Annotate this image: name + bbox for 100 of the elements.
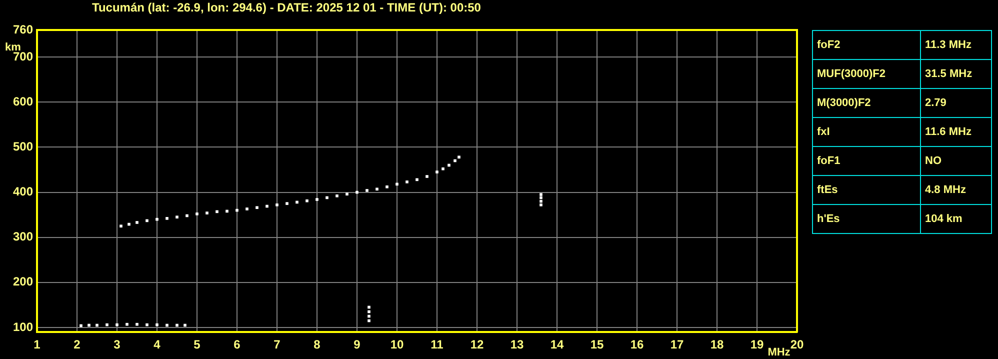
point	[326, 196, 328, 200]
point	[426, 175, 428, 178]
point	[276, 203, 278, 206]
text: 11.3 MHz	[920, 30, 992, 60]
point	[156, 323, 158, 326]
point	[386, 185, 388, 188]
x-tick-label: 8	[314, 338, 321, 352]
text: M(3000)F2	[812, 88, 920, 118]
y-tick-label: 200	[12, 274, 34, 289]
point	[540, 196, 542, 200]
x-tick-label: 1	[34, 338, 41, 352]
point	[540, 203, 542, 206]
y-tick-label: 400	[12, 184, 34, 199]
point	[206, 212, 208, 214]
point	[406, 180, 408, 184]
x-tick-label: 6	[234, 338, 241, 352]
point	[346, 192, 348, 196]
text: 4.8 MHz	[920, 176, 992, 204]
x-tick-label: 11	[430, 338, 444, 352]
x-tick-label: 5	[194, 338, 201, 352]
point	[226, 210, 228, 213]
point	[286, 202, 288, 205]
point	[156, 218, 158, 221]
y-tick-label: 600	[12, 94, 34, 108]
point	[96, 324, 98, 327]
text: fxI	[812, 118, 920, 146]
text: 104 km	[920, 204, 992, 234]
text: 11.6 MHz	[920, 118, 992, 146]
point	[436, 170, 438, 174]
point	[176, 216, 178, 218]
point	[176, 324, 178, 327]
point	[128, 222, 130, 226]
y-tick-label: 700	[12, 49, 34, 64]
point	[184, 324, 186, 327]
point	[356, 190, 358, 194]
point	[368, 319, 370, 322]
point	[296, 200, 298, 204]
point	[196, 212, 198, 216]
x-tick-label: 2	[74, 338, 81, 352]
text: foF1	[812, 146, 920, 176]
x-tick-label: 17	[670, 338, 684, 352]
chart-title: Tucumán (lat: -26.9, lon: 294.6) - DATE: 2025 12 01 - TIME (UT): 00:50	[92, 0, 482, 14]
text: 31.5 MHz	[920, 60, 992, 88]
x-tick-label: 9	[354, 338, 361, 352]
point	[416, 178, 418, 182]
point	[136, 221, 138, 224]
text: NO	[920, 146, 992, 176]
point	[306, 199, 308, 202]
point	[540, 193, 542, 196]
point	[458, 156, 460, 159]
x-tick-label: 10	[390, 338, 404, 352]
x-tick-label: 7	[274, 338, 281, 352]
point	[146, 323, 148, 326]
x-tick-label: 19	[750, 338, 764, 352]
point	[146, 219, 148, 222]
x-tick-label: 15	[590, 338, 604, 352]
x-axis-title: MHz	[768, 346, 791, 359]
y-tick-label: 100	[12, 320, 34, 334]
text: 2.79	[920, 88, 992, 118]
x-tick-label: 13	[510, 338, 524, 352]
point	[166, 217, 168, 220]
point	[376, 188, 378, 191]
point	[316, 198, 318, 201]
x-tick-label: 18	[710, 338, 724, 352]
x-tick-label: 20	[790, 338, 804, 352]
point	[396, 182, 398, 186]
point	[186, 214, 188, 218]
text: MUF(3000)F2	[812, 60, 920, 88]
x-tick-label: 3	[114, 338, 121, 352]
point	[336, 194, 338, 198]
point	[368, 314, 370, 318]
y-tick-label: 760	[12, 22, 34, 36]
point	[120, 224, 122, 228]
point	[106, 323, 108, 326]
point	[116, 323, 118, 326]
point	[256, 206, 258, 210]
point	[366, 189, 368, 192]
text: ftEs	[812, 176, 920, 204]
point	[216, 210, 218, 214]
point	[166, 324, 168, 327]
point	[448, 164, 450, 167]
point	[88, 324, 90, 327]
x-tick-label: 16	[630, 338, 644, 352]
text: foF2	[812, 30, 920, 60]
y-tick-label: 500	[12, 140, 34, 154]
y-tick-label: 300	[12, 230, 34, 244]
text: h'Es	[812, 204, 920, 234]
point	[126, 322, 128, 326]
x-tick-label: 4	[154, 338, 161, 352]
point	[80, 324, 82, 328]
point	[368, 306, 370, 309]
point	[266, 204, 268, 208]
point	[540, 200, 542, 203]
point	[442, 167, 444, 170]
x-tick-label: 14	[550, 338, 564, 352]
point	[136, 322, 138, 326]
point	[368, 310, 370, 314]
point	[454, 159, 456, 162]
point	[246, 208, 248, 210]
point	[236, 208, 238, 212]
